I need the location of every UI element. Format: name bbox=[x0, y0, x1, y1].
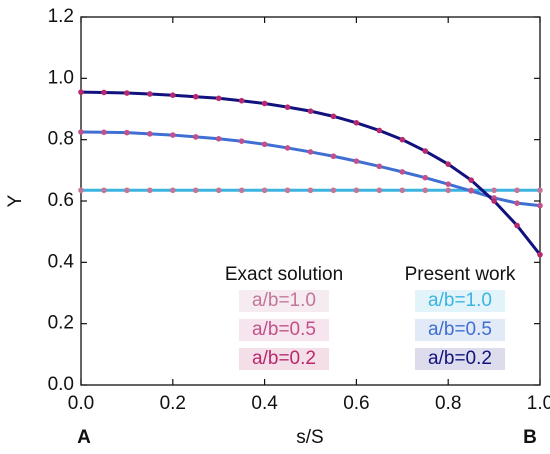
legend-title: Exact solution bbox=[225, 264, 343, 285]
legend-label: a/b=1.0 bbox=[252, 290, 316, 311]
legend-label: a/b=0.5 bbox=[252, 319, 316, 340]
data-point bbox=[238, 138, 245, 144]
data-point bbox=[215, 95, 222, 102]
data-point bbox=[215, 135, 222, 142]
data-point bbox=[353, 158, 360, 164]
data-point bbox=[537, 251, 543, 258]
data-point bbox=[238, 97, 245, 104]
data-point bbox=[192, 93, 199, 100]
legend-label: a/b=0.2 bbox=[252, 348, 316, 369]
series-line bbox=[80, 90, 542, 256]
data-point bbox=[376, 163, 383, 170]
data-point bbox=[124, 129, 130, 136]
data-point bbox=[101, 129, 107, 136]
x-tick-label: 0.6 bbox=[343, 393, 369, 414]
data-point bbox=[170, 132, 176, 138]
data-point bbox=[353, 120, 360, 126]
data-point bbox=[399, 169, 406, 175]
legend-highlight bbox=[239, 319, 329, 341]
data-point bbox=[330, 153, 337, 160]
x-tick-label: 0.2 bbox=[160, 393, 186, 414]
data-point bbox=[445, 181, 452, 187]
legend-label: a/b=0.2 bbox=[428, 348, 492, 369]
x-tick-label: 0.4 bbox=[251, 393, 278, 414]
data-point bbox=[284, 187, 291, 194]
data-point bbox=[124, 90, 130, 96]
y-tick-label: 0.8 bbox=[48, 129, 74, 150]
y-axis-label: Y bbox=[5, 194, 26, 207]
legend-label: a/b=0.5 bbox=[428, 319, 492, 340]
x-tick-label: 0.0 bbox=[68, 393, 94, 414]
data-point bbox=[170, 92, 176, 98]
legend-label: a/b=1.0 bbox=[428, 290, 492, 311]
data-point bbox=[468, 177, 474, 183]
data-point bbox=[170, 187, 176, 194]
legend-highlight bbox=[415, 348, 505, 370]
legend-highlight bbox=[239, 290, 329, 312]
data-point bbox=[491, 198, 497, 204]
data-point bbox=[307, 149, 314, 155]
data-point bbox=[491, 187, 497, 194]
data-point bbox=[284, 104, 291, 110]
data-point bbox=[514, 222, 520, 229]
data-point bbox=[261, 100, 268, 107]
data-point bbox=[422, 187, 429, 194]
x-tick-label: 1.0 bbox=[527, 393, 550, 414]
legend-title: Present work bbox=[405, 264, 516, 285]
data-point bbox=[514, 187, 520, 194]
data-point bbox=[307, 187, 314, 194]
data-point bbox=[238, 187, 245, 194]
data-point bbox=[215, 187, 222, 194]
data-point bbox=[192, 187, 199, 194]
data-point bbox=[353, 187, 360, 194]
data-point bbox=[78, 187, 84, 194]
data-point bbox=[468, 188, 474, 194]
data-point bbox=[78, 129, 84, 135]
series-line bbox=[80, 130, 541, 208]
data-point bbox=[307, 108, 314, 114]
data-point bbox=[330, 187, 337, 194]
data-point bbox=[537, 187, 543, 194]
legend-highlight bbox=[239, 348, 329, 370]
data-point bbox=[330, 113, 337, 120]
data-point bbox=[399, 187, 406, 194]
data-point bbox=[537, 202, 543, 209]
data-point bbox=[284, 145, 291, 151]
legend-highlight bbox=[415, 290, 505, 312]
corner-label: A bbox=[77, 427, 91, 448]
corner-label: B bbox=[523, 427, 537, 448]
y-tick-label: 0.0 bbox=[48, 374, 74, 395]
data-point bbox=[261, 187, 268, 194]
x-tick-label: 0.8 bbox=[435, 393, 461, 414]
y-tick-label: 1.0 bbox=[48, 67, 74, 88]
y-tick-label: 0.2 bbox=[48, 313, 74, 334]
data-point bbox=[101, 187, 107, 194]
data-point bbox=[78, 89, 84, 95]
data-point bbox=[445, 161, 452, 167]
data-point bbox=[422, 148, 429, 154]
data-point bbox=[124, 187, 130, 194]
data-point bbox=[192, 134, 199, 140]
data-point bbox=[147, 187, 153, 194]
data-point bbox=[445, 187, 452, 194]
y-tick-label: 0.4 bbox=[48, 251, 75, 272]
legend-highlight bbox=[415, 319, 505, 341]
data-point bbox=[147, 91, 153, 97]
data-point bbox=[376, 127, 383, 134]
data-point bbox=[101, 89, 107, 96]
data-point bbox=[399, 136, 406, 143]
data-point bbox=[147, 131, 153, 137]
data-point bbox=[376, 187, 383, 194]
y-tick-label: 0.6 bbox=[48, 190, 74, 211]
x-axis-label: s/S bbox=[296, 427, 323, 448]
y-tick-label: 1.2 bbox=[48, 6, 74, 27]
data-point bbox=[422, 174, 429, 181]
data-point bbox=[514, 200, 520, 206]
data-point bbox=[261, 141, 268, 148]
